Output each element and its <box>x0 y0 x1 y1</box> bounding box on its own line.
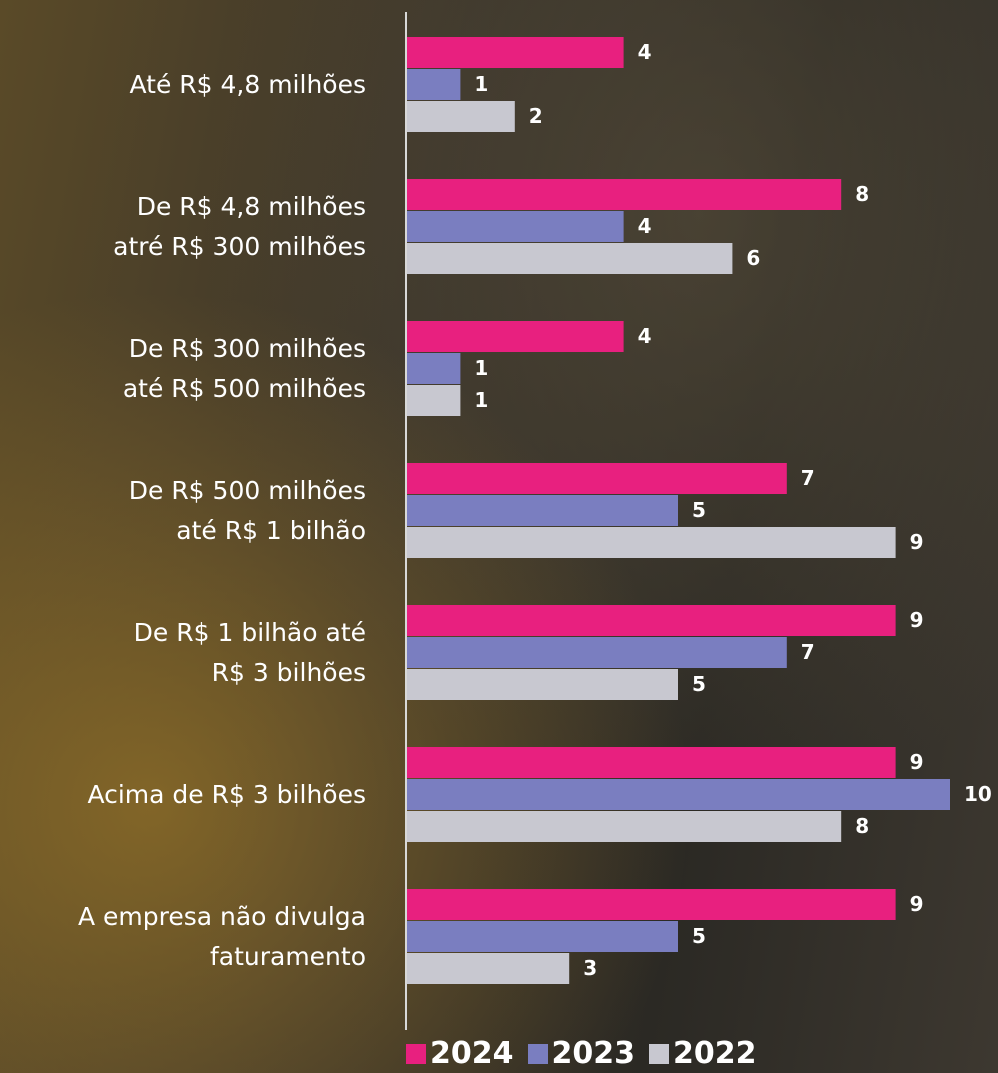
value-label: 4 <box>638 214 652 238</box>
value-label: 5 <box>692 924 706 948</box>
value-label: 5 <box>692 498 706 522</box>
value-label: 9 <box>910 530 924 554</box>
legend-item: 2023 <box>527 1036 636 1071</box>
bar <box>406 637 787 668</box>
value-label: 2 <box>529 104 543 128</box>
legend: 2024 2023 2022 <box>406 1036 763 1071</box>
legend-label: 2023 <box>551 1036 636 1071</box>
bar <box>406 101 515 132</box>
bar <box>406 779 950 810</box>
bar <box>406 321 624 352</box>
bar <box>406 385 461 416</box>
value-label: 9 <box>910 892 924 916</box>
value-label: 8 <box>855 814 869 838</box>
bar <box>406 243 733 274</box>
legend-swatch <box>527 1043 548 1064</box>
bar <box>406 69 461 100</box>
bar <box>406 463 787 494</box>
value-label: 10 <box>964 782 992 806</box>
value-label: 7 <box>801 640 815 664</box>
bar <box>406 747 896 778</box>
legend-label: 2022 <box>673 1036 757 1071</box>
category-label: De R$ 300 milhões até R$ 500 milhões <box>122 334 366 403</box>
category-label: Acima de R$ 3 bilhões <box>87 780 366 809</box>
value-label: 1 <box>474 388 488 412</box>
value-label: 5 <box>692 672 706 696</box>
category-label: Até R$ 4,8 milhões <box>129 70 366 99</box>
legend-item: 2024 <box>406 1036 514 1071</box>
category-label: De R$ 500 milhões até R$ 1 bilhão <box>128 476 366 545</box>
bar <box>406 605 896 636</box>
bar <box>406 37 624 68</box>
bar <box>406 811 842 842</box>
bar <box>406 179 842 210</box>
value-label: 4 <box>638 324 652 348</box>
value-label: 1 <box>474 356 488 380</box>
category-label: De R$ 1 bilhão até R$ 3 bilhões <box>133 618 366 687</box>
bar <box>406 669 678 700</box>
value-label: 8 <box>855 182 869 206</box>
legend-swatch <box>649 1043 669 1064</box>
legend-label: 2024 <box>430 1036 514 1071</box>
bar <box>406 953 570 984</box>
value-label: 6 <box>746 246 760 270</box>
category-label: De R$ 4,8 milhões atré R$ 300 milhões <box>113 192 366 261</box>
legend-item: 2022 <box>649 1036 757 1071</box>
bar <box>406 211 624 242</box>
value-label: 9 <box>910 608 924 632</box>
bar <box>406 495 678 526</box>
value-label: 7 <box>801 466 815 490</box>
bar <box>406 889 896 920</box>
value-label: 9 <box>910 750 924 774</box>
bar <box>406 353 461 384</box>
value-label: 3 <box>583 956 597 980</box>
category-label: A empresa não divulga faturamento <box>77 902 366 971</box>
value-label: 1 <box>474 72 488 96</box>
bar <box>406 527 896 558</box>
value-label: 4 <box>638 40 652 64</box>
legend-swatch <box>406 1043 426 1064</box>
bar <box>406 921 678 952</box>
